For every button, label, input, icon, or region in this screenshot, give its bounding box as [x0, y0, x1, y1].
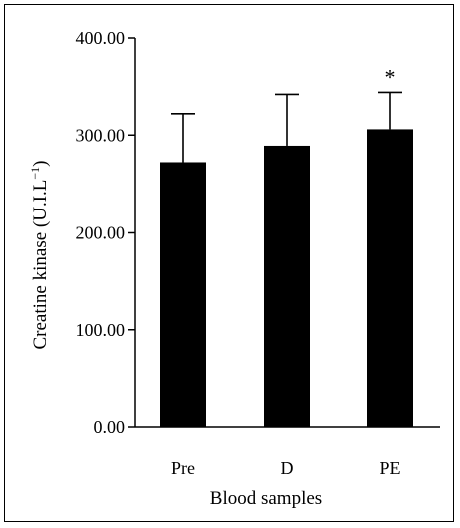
y-axis-title-suffix: ): [30, 161, 51, 167]
significance-marker: *: [385, 64, 396, 89]
x-tick-label: D: [281, 458, 294, 478]
x-tick-label: Pre: [171, 458, 195, 478]
x-tick-label: PE: [379, 458, 400, 478]
y-tick-label: 400.00: [76, 28, 126, 48]
y-axis: 0.00 100.00 200.00 300.00 400.00: [76, 28, 136, 437]
y-tick-label: 0.00: [94, 417, 126, 437]
bars: *: [160, 64, 413, 428]
y-axis-title: Creatine kinase (U.I.L−1): [28, 161, 51, 350]
y-tick-label: 100.00: [76, 320, 126, 340]
y-tick-label: 200.00: [76, 223, 126, 243]
y-axis-title-main: Creatine kinase (U.I.L: [30, 180, 51, 350]
bar: [367, 129, 413, 428]
x-axis: Pre D PE: [135, 426, 440, 478]
y-axis-title-superscript: −1: [28, 167, 42, 180]
y-tick-label: 300.00: [76, 125, 126, 145]
bar: [160, 162, 206, 428]
bar: [264, 145, 310, 427]
x-axis-title: Blood samples: [210, 488, 322, 509]
